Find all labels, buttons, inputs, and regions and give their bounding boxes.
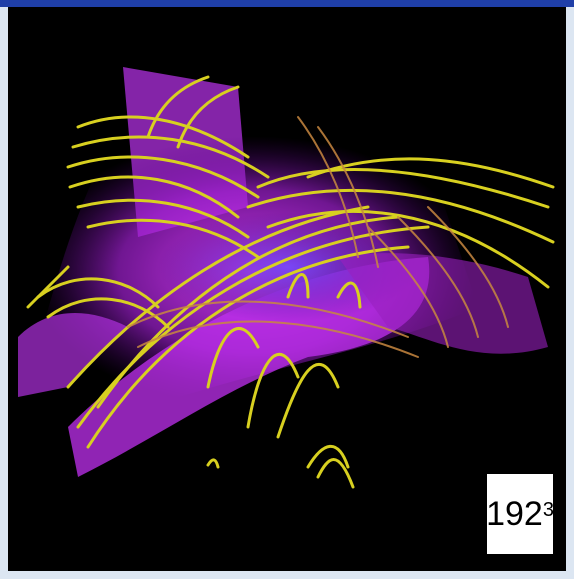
label-exponent: 3 [542, 498, 554, 521]
label-base: 192 [486, 494, 543, 533]
field-lines [26, 75, 555, 489]
resolution-label: 192 3 [486, 474, 554, 554]
title-strip [0, 0, 574, 7]
visualization-render [8, 7, 566, 571]
